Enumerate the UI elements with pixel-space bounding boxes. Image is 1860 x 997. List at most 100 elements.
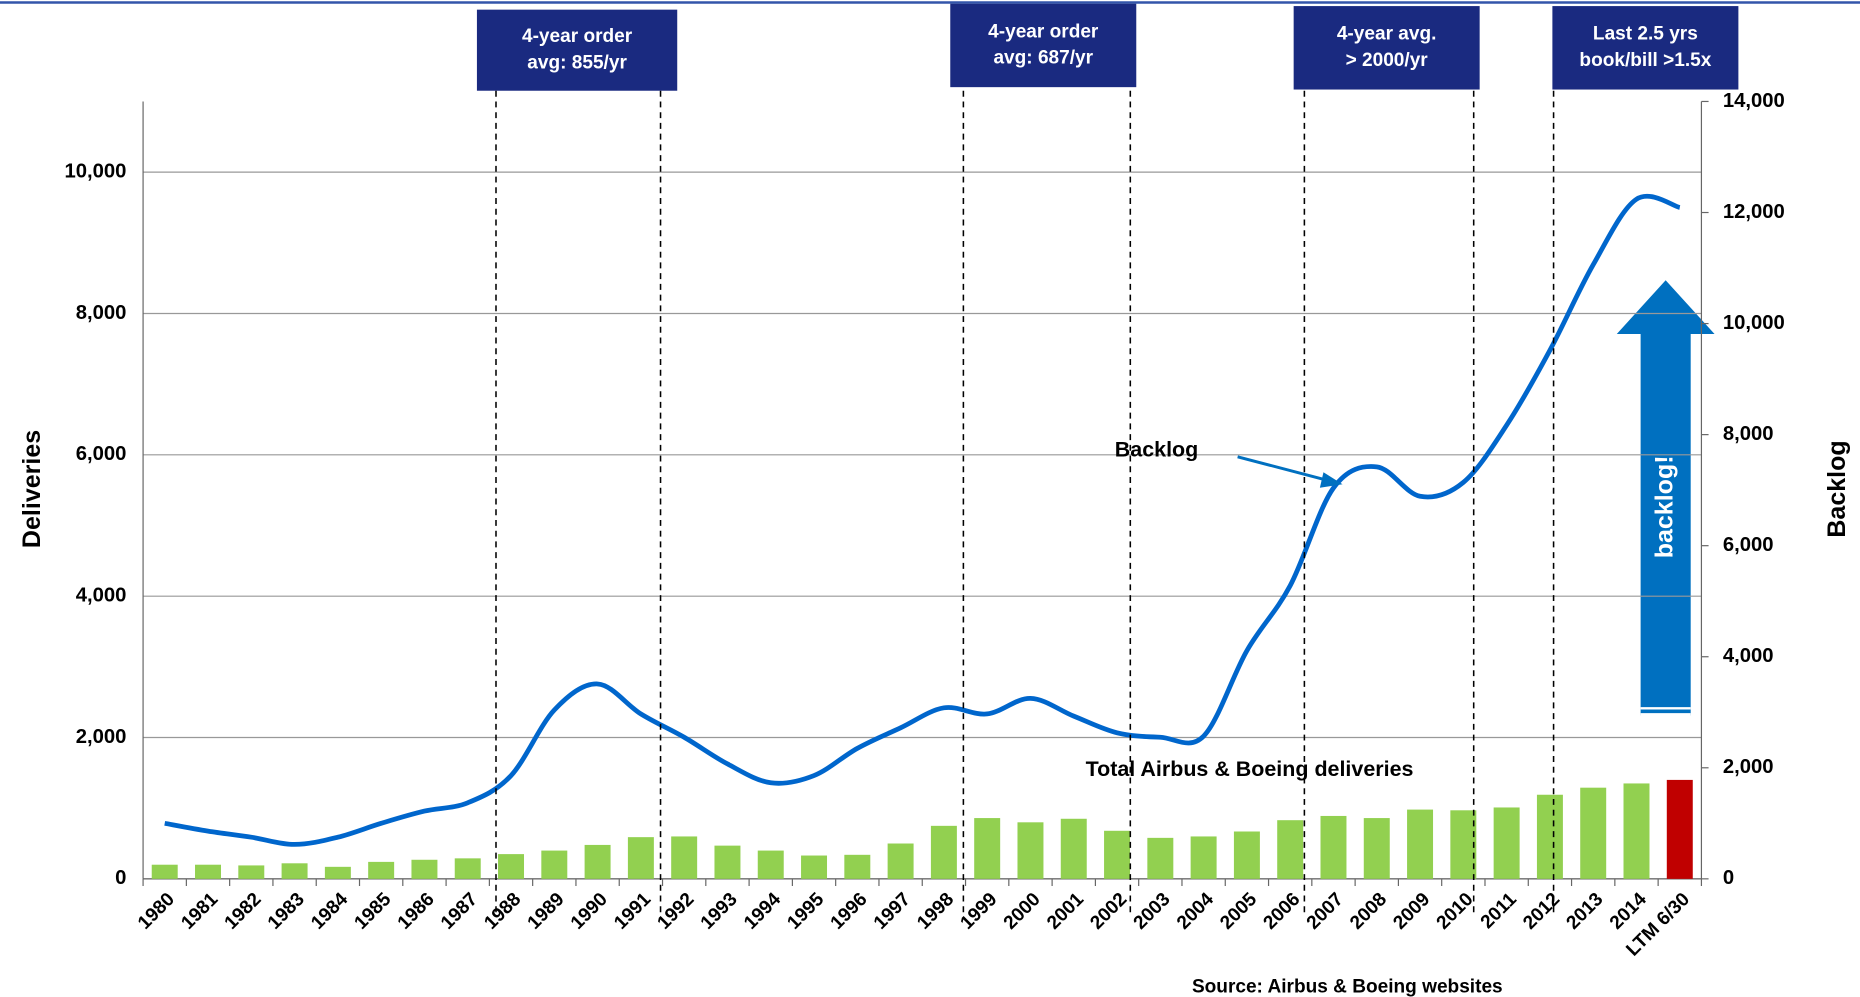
bar <box>195 864 221 879</box>
bar <box>1493 807 1520 879</box>
x-tick-label: 2002 <box>1086 889 1131 934</box>
x-tick-label: 1982 <box>221 889 266 934</box>
x-tick-label: 1981 <box>177 889 222 934</box>
bar <box>411 859 438 879</box>
x-tick-label: 1995 <box>783 889 828 934</box>
annotation-text: Last 2.5 yrs <box>1593 24 1698 45</box>
bar <box>368 861 395 879</box>
x-tick-label: 2011 <box>1477 889 1521 933</box>
bar <box>1104 830 1131 879</box>
y2-tick-label: 10,000 <box>1723 312 1785 334</box>
y2-tick-label: 6,000 <box>1723 534 1774 556</box>
bar <box>627 837 654 879</box>
bar <box>498 854 525 879</box>
bar <box>151 864 178 879</box>
y2-tick-label: 2,000 <box>1723 756 1774 778</box>
annotation-box <box>1293 6 1480 90</box>
y-tick-label: 4,000 <box>76 585 127 607</box>
y2-tick-label: 12,000 <box>1723 201 1785 223</box>
bar <box>671 836 698 879</box>
x-tick-label: 1998 <box>913 889 958 934</box>
y-tick-label: 8,000 <box>76 302 127 324</box>
bar <box>1666 779 1693 879</box>
y2-tick-label: 0 <box>1723 867 1734 889</box>
annotation-text: avg: 855/yr <box>527 52 627 73</box>
bar <box>238 865 265 879</box>
bar <box>1450 810 1477 879</box>
bar <box>1147 837 1174 879</box>
x-tick-label: 2005 <box>1216 889 1261 934</box>
line <box>164 193 1681 847</box>
y-axis-label: Deliveries <box>18 430 46 548</box>
x-tick-label: 1989 <box>524 889 569 934</box>
bar <box>1017 822 1044 879</box>
y2-tick-label: 8,000 <box>1723 423 1774 445</box>
bar <box>454 858 481 879</box>
x-tick-label: 2009 <box>1389 889 1434 934</box>
x-tick-label: 2013 <box>1563 889 1608 934</box>
series-label: Total Airbus & Boeing deliveries <box>1086 757 1414 781</box>
bar <box>757 850 784 879</box>
x-tick-label: 1987 <box>437 889 482 934</box>
x-tick-label: 2001 <box>1043 889 1088 934</box>
x-tick-label: 2010 <box>1433 889 1478 934</box>
bar <box>1407 809 1434 879</box>
x-tick-label: 1997 <box>870 889 915 934</box>
series-label-pointer <box>1237 455 1334 484</box>
bar <box>1580 787 1607 879</box>
y-tick-label: 2,000 <box>76 726 127 748</box>
bar <box>801 855 828 879</box>
x-tick-label: 1993 <box>697 889 742 934</box>
x-tick-label: 2007 <box>1303 889 1348 934</box>
y2-tick-label: 4,000 <box>1723 645 1774 667</box>
x-tick-label: 1985 <box>351 889 396 934</box>
annotation-text: > 2000/yr <box>1346 50 1429 71</box>
bar <box>1233 831 1260 879</box>
y-tick-label: 10,000 <box>64 160 126 182</box>
series-label: Backlog <box>1115 437 1198 461</box>
x-tick-label: 1986 <box>394 889 439 934</box>
bar <box>1623 783 1650 879</box>
annotation-box <box>950 3 1137 88</box>
annotation-box <box>1552 6 1739 90</box>
bar <box>714 845 741 879</box>
annotation-text: 4-year avg. <box>1337 24 1437 45</box>
x-tick-label: 2006 <box>1260 889 1305 934</box>
bar <box>541 850 568 879</box>
bar <box>844 854 871 879</box>
bar <box>974 818 1001 879</box>
arrow-label: backlog! <box>1650 455 1678 558</box>
x-tick-label: 2008 <box>1346 889 1391 934</box>
bar <box>281 863 308 879</box>
x-tick-label: 2012 <box>1519 889 1564 934</box>
bar <box>324 866 351 879</box>
bar <box>1320 815 1347 879</box>
x-tick-label: 1988 <box>480 889 525 934</box>
x-tick-label: 1990 <box>567 889 612 934</box>
x-tick-label: 1994 <box>740 889 785 934</box>
y2-axis-label: Backlog <box>1823 440 1851 537</box>
x-tick-label: 1991 <box>610 889 655 934</box>
x-tick-label: 2003 <box>1130 889 1175 934</box>
big-arrow <box>1616 280 1715 722</box>
annotation-text: book/bill >1.5x <box>1579 50 1711 71</box>
y-tick-label: 0 <box>115 867 126 889</box>
x-tick-label: 2000 <box>1000 889 1045 934</box>
annotation-text: 4-year order <box>988 21 1099 42</box>
bar <box>887 843 914 879</box>
bar <box>1060 818 1087 879</box>
annotation-box <box>476 9 678 91</box>
bar <box>1536 794 1563 879</box>
y-tick-label: 6,000 <box>76 443 127 465</box>
x-tick-label: 2004 <box>1173 889 1218 934</box>
y2-tick-label: 14,000 <box>1723 90 1785 112</box>
source: Source: Airbus & Boeing websites <box>1192 976 1503 997</box>
annotation-text: 4-year order <box>522 26 633 47</box>
series-label-pointer-head <box>1319 472 1343 488</box>
x-tick-label: 1983 <box>264 889 309 934</box>
bar <box>584 844 611 879</box>
x-tick-label: 1980 <box>134 889 179 934</box>
bar <box>1190 836 1217 879</box>
x-tick-label: 1984 <box>307 889 352 934</box>
